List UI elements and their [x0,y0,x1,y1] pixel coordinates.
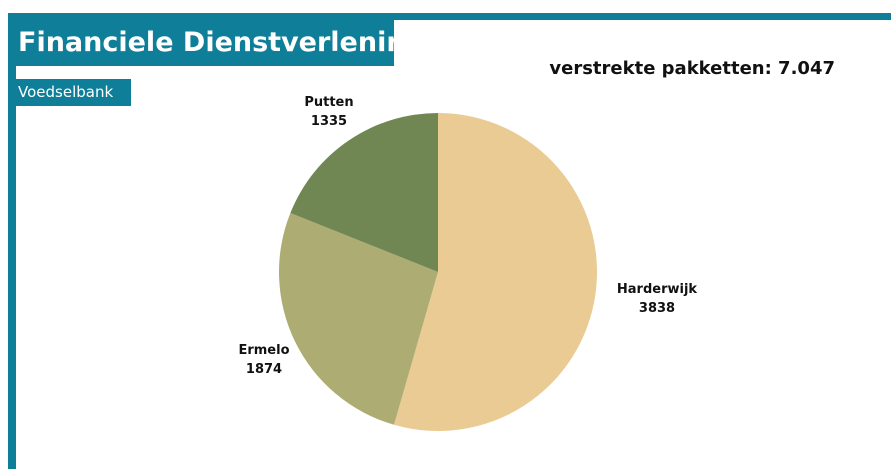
page-subtitle: Voedselbank [8,79,131,106]
pie-slice-harderwijk [393,113,597,432]
slice-value-harderwijk: 3838 [639,301,675,316]
top-accent-stripe [8,13,891,20]
pie-slice-ermelo [279,212,438,425]
pie-slice-putten [290,113,438,272]
slice-value-ermelo: 1874 [246,362,282,377]
total-packages-stat: verstrekte pakketten: 7.047 [549,58,835,79]
left-accent-stripe [8,13,16,469]
slice-label-putten: Putten [304,95,353,110]
slice-label-harderwijk: Harderwijk [617,282,698,297]
page-title: Financiele Dienstverlening [8,20,425,66]
slice-value-putten: 1335 [311,114,347,129]
slice-label-ermelo: Ermelo [238,343,289,358]
